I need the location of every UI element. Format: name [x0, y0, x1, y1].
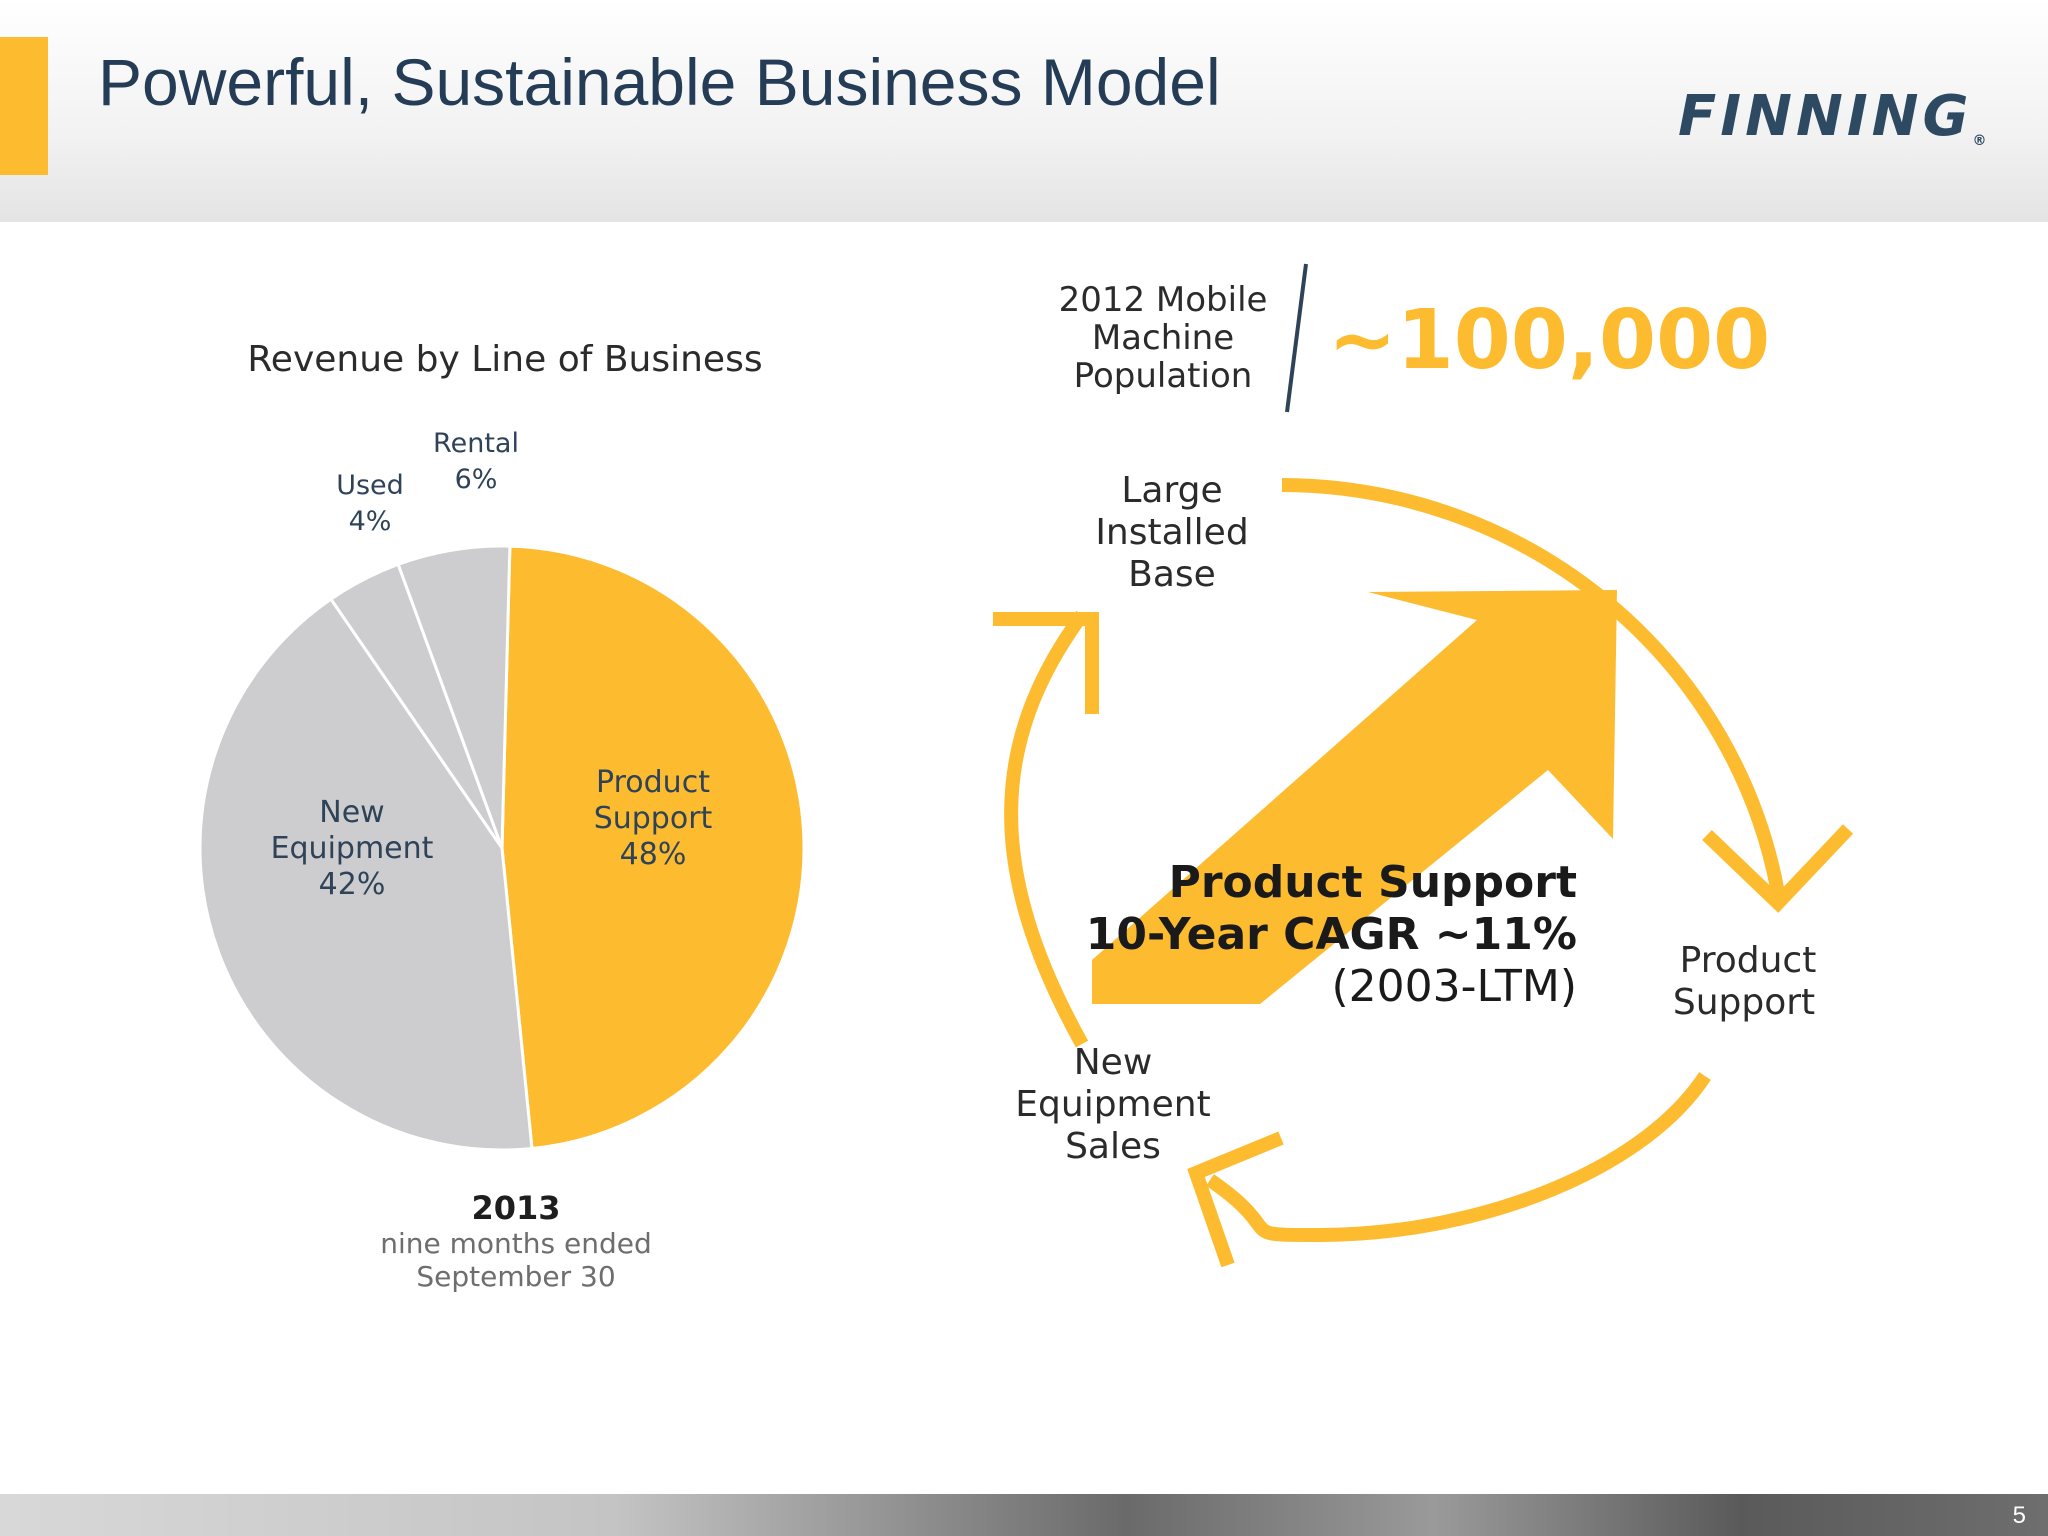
pie-label-product-support-name-0: Product: [596, 765, 710, 800]
pie-label-product-support-name-1: Support: [594, 801, 713, 836]
population-label-line-2: Machine: [1092, 318, 1234, 358]
large-installed-base-line-3: Base: [1128, 554, 1216, 595]
pie-label-rental-name-0: Rental: [433, 428, 519, 459]
product-support-line-1: Product: [1680, 940, 1817, 981]
new-equipment-sales-line-2: Equipment: [1015, 1084, 1210, 1125]
large-installed-base-line-2: Installed: [1095, 512, 1248, 553]
growth-text: Product Support 10-Year CAGR ~11% (2003-…: [1086, 857, 1577, 1012]
caption-line-1: nine months ended: [380, 1227, 652, 1260]
population-label-line-3: Population: [1074, 356, 1253, 396]
pie-label-rental-value: 6%: [455, 464, 498, 495]
cycle-arrowhead-right: [1702, 824, 1854, 913]
pie-chart: [198, 544, 806, 1152]
population-label-line-1: 2012 Mobile: [1059, 280, 1268, 320]
cycle-arrowhead-bottom: [1187, 1131, 1284, 1268]
pie-label-new-equipment-value: 42%: [319, 867, 386, 902]
label-large-installed-base: Large Installed Base: [1095, 470, 1248, 595]
label-product-support: Product Support: [1673, 940, 1817, 1023]
new-equipment-sales-line-3: Sales: [1065, 1126, 1161, 1167]
pie-label-new-equipment-name-1: Equipment: [271, 831, 434, 866]
population-value: ~100,000: [1328, 293, 1770, 388]
cycle-arrow-bottom: [1206, 1072, 1711, 1243]
page-title: Powerful, Sustainable Business Model: [98, 45, 1221, 119]
logo-text: FINNING: [1678, 84, 1973, 149]
new-equipment-sales-line-1: New: [1074, 1042, 1153, 1083]
growth-line-1: Product Support: [1169, 857, 1577, 908]
pie-slice-product-support: [500, 544, 806, 1151]
population-label: 2012 Mobile Machine Population: [1059, 280, 1268, 396]
pie-label-product-support-value: 48%: [620, 837, 687, 872]
header-accent-bar: [0, 37, 48, 175]
slide-header: Powerful, Sustainable Business Model FIN…: [0, 0, 2048, 222]
pie-slice-rental: [396, 544, 512, 849]
logo-registered-mark: ®: [1972, 133, 1991, 149]
cycle-arrowhead-left: [993, 612, 1099, 714]
finning-logo: FINNING®: [1678, 84, 1991, 149]
caption-line-2: September 30: [416, 1260, 615, 1293]
large-installed-base-line-1: Large: [1121, 470, 1222, 511]
chart-title: Revenue by Line of Business: [247, 339, 762, 380]
pie-slice-new-equipment: [198, 597, 534, 1152]
page-number: 5: [2012, 1502, 2026, 1529]
growth-line-2: 10-Year CAGR ~11%: [1086, 909, 1577, 960]
growth-arrow: [1092, 590, 1617, 1004]
caption-year: 2013: [471, 1189, 560, 1227]
pie-label-new-equipment-name-0: New: [319, 795, 384, 830]
pie-label-used-value: 4%: [349, 506, 392, 537]
slide-footer: 5: [0, 1494, 2048, 1536]
pie-label-used-name-0: Used: [336, 470, 404, 501]
population-divider: [1285, 263, 1308, 413]
cycle-arrow-left: [1004, 610, 1089, 1048]
product-support-line-2: Support: [1673, 982, 1815, 1023]
label-new-equipment-sales: New Equipment Sales: [1015, 1042, 1210, 1167]
growth-line-3: (2003-LTM): [1332, 961, 1577, 1012]
